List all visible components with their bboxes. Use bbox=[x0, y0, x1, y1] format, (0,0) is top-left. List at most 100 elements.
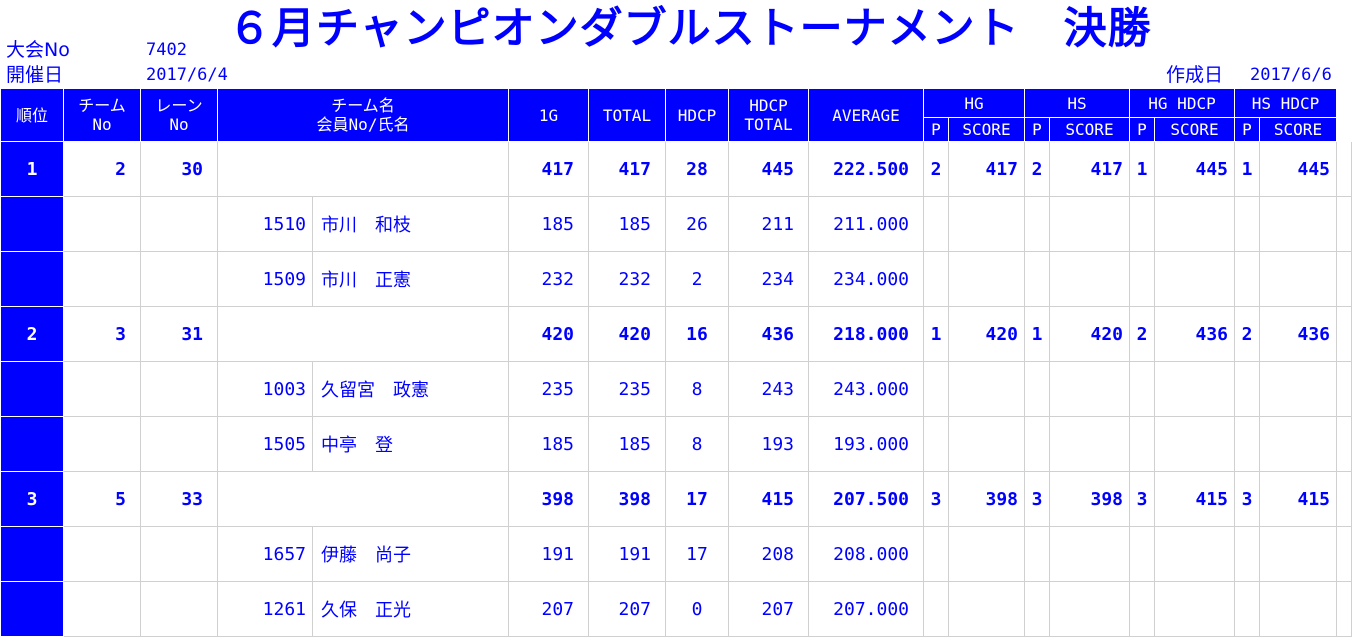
average-cell: 211.000 bbox=[808, 196, 924, 252]
empty-cell bbox=[63, 361, 141, 417]
col-1g: 1G bbox=[508, 89, 589, 142]
average-cell: 234.000 bbox=[808, 251, 924, 307]
rank-cell bbox=[0, 361, 64, 417]
hg-p-cell: 2 bbox=[923, 141, 949, 197]
member-row: 1510 市川 和枝 185 185 26 211 211.000 bbox=[0, 196, 1352, 252]
team-no-cell: 2 bbox=[63, 141, 141, 197]
total-cell: 417 bbox=[588, 141, 666, 197]
empty-cell bbox=[140, 526, 218, 582]
tournament-no-label: 大会No bbox=[6, 39, 70, 61]
member-row: 1657 伊藤 尚子 191 191 17 208 208.000 bbox=[0, 526, 1352, 582]
member-no-cell: 1657 bbox=[217, 526, 313, 582]
header-row-1: 順位 チーム No レーン No チーム名 会員No/氏名 1G TOTAL HDCP… bbox=[0, 89, 1352, 142]
g1-cell: 232 bbox=[508, 251, 589, 307]
empty-cell bbox=[1259, 196, 1337, 252]
spacer-cell bbox=[1336, 581, 1352, 637]
col-hdcp: HDCP bbox=[665, 89, 729, 142]
lane-cell: 33 bbox=[140, 471, 218, 527]
hg-score-cell: 420 bbox=[948, 306, 1025, 362]
empty-cell bbox=[923, 416, 949, 472]
empty-cell bbox=[140, 416, 218, 472]
empty-cell bbox=[140, 251, 218, 307]
hs-p-cell: 1 bbox=[1024, 306, 1050, 362]
col-hs: HS bbox=[1024, 89, 1130, 118]
empty-cell bbox=[1154, 196, 1235, 252]
team-name-cell bbox=[217, 141, 509, 197]
empty-cell bbox=[1259, 526, 1337, 582]
total-cell: 235 bbox=[588, 361, 666, 417]
empty-cell bbox=[948, 361, 1025, 417]
spacer-cell bbox=[1336, 471, 1352, 527]
g1-cell: 207 bbox=[508, 581, 589, 637]
col-hs-score: SCORE bbox=[1049, 117, 1130, 142]
g1-cell: 420 bbox=[508, 306, 589, 362]
empty-cell bbox=[1154, 251, 1235, 307]
empty-cell bbox=[140, 361, 218, 417]
hs-score-cell: 417 bbox=[1049, 141, 1130, 197]
team-name-cell bbox=[217, 471, 509, 527]
member-name-cell: 市川 和枝 bbox=[312, 196, 509, 252]
team-row: 2 3 31 420 420 16 436 218.000 1 420 1 42… bbox=[0, 306, 1352, 362]
hs-hdcp-p-cell: 2 bbox=[1234, 306, 1260, 362]
member-name-cell: 久保 正光 bbox=[312, 581, 509, 637]
empty-cell bbox=[1024, 251, 1050, 307]
hdcp-cell: 2 bbox=[665, 251, 729, 307]
empty-cell bbox=[1259, 416, 1337, 472]
hg-score-cell: 398 bbox=[948, 471, 1025, 527]
hdcp-total-cell: 415 bbox=[728, 471, 809, 527]
empty-cell bbox=[1234, 251, 1260, 307]
col-hs-hdcp-score: SCORE bbox=[1259, 117, 1337, 142]
empty-cell bbox=[1049, 416, 1130, 472]
empty-cell bbox=[63, 581, 141, 637]
empty-cell bbox=[1129, 416, 1155, 472]
col-hg: HG bbox=[923, 89, 1025, 118]
empty-cell bbox=[140, 196, 218, 252]
hdcp-total-cell: 234 bbox=[728, 251, 809, 307]
empty-cell bbox=[1154, 526, 1235, 582]
member-name-cell: 中亭 登 bbox=[312, 416, 509, 472]
empty-cell bbox=[1049, 196, 1130, 252]
empty-cell bbox=[1234, 581, 1260, 637]
g1-cell: 235 bbox=[508, 361, 589, 417]
empty-cell bbox=[948, 416, 1025, 472]
member-no-cell: 1261 bbox=[217, 581, 313, 637]
average-cell: 193.000 bbox=[808, 416, 924, 472]
g1-cell: 185 bbox=[508, 416, 589, 472]
empty-cell bbox=[1234, 416, 1260, 472]
hs-hdcp-p-cell: 3 bbox=[1234, 471, 1260, 527]
hdcp-cell: 17 bbox=[665, 526, 729, 582]
empty-cell bbox=[1154, 416, 1235, 472]
member-name-cell: 市川 正憲 bbox=[312, 251, 509, 307]
team-name-cell bbox=[217, 306, 509, 362]
member-no-cell: 1510 bbox=[217, 196, 313, 252]
col-hs-p: P bbox=[1024, 117, 1050, 142]
col-team-name: チーム名 会員No/氏名 bbox=[217, 89, 509, 142]
average-cell: 222.500 bbox=[808, 141, 924, 197]
empty-cell bbox=[948, 251, 1025, 307]
hdcp-total-cell: 436 bbox=[728, 306, 809, 362]
empty-cell bbox=[1154, 581, 1235, 637]
empty-cell bbox=[1049, 526, 1130, 582]
member-no-cell: 1505 bbox=[217, 416, 313, 472]
hg-p-cell: 1 bbox=[923, 306, 949, 362]
g1-cell: 185 bbox=[508, 196, 589, 252]
member-row: 1261 久保 正光 207 207 0 207 207.000 bbox=[0, 581, 1352, 637]
hg-hdcp-p-cell: 3 bbox=[1129, 471, 1155, 527]
hs-p-cell: 2 bbox=[1024, 141, 1050, 197]
created-date-label: 作成日 bbox=[1166, 64, 1224, 86]
total-cell: 185 bbox=[588, 416, 666, 472]
average-cell: 243.000 bbox=[808, 361, 924, 417]
average-cell: 207.000 bbox=[808, 581, 924, 637]
member-name-cell: 久留宮 政憲 bbox=[312, 361, 509, 417]
hdcp-total-cell: 207 bbox=[728, 581, 809, 637]
empty-cell bbox=[1234, 196, 1260, 252]
empty-cell bbox=[1234, 526, 1260, 582]
hg-score-cell: 417 bbox=[948, 141, 1025, 197]
empty-cell bbox=[1129, 196, 1155, 252]
empty-cell bbox=[1129, 526, 1155, 582]
empty-cell bbox=[948, 581, 1025, 637]
hdcp-cell: 8 bbox=[665, 361, 729, 417]
average-cell: 207.500 bbox=[808, 471, 924, 527]
total-cell: 207 bbox=[588, 581, 666, 637]
col-hg-p: P bbox=[923, 117, 949, 142]
